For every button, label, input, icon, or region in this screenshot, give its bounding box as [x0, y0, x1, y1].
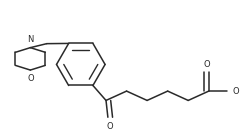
Text: O: O — [106, 122, 113, 131]
Text: O: O — [27, 74, 34, 83]
Text: O: O — [204, 60, 210, 69]
Text: N: N — [27, 35, 34, 44]
Text: O: O — [232, 87, 239, 96]
